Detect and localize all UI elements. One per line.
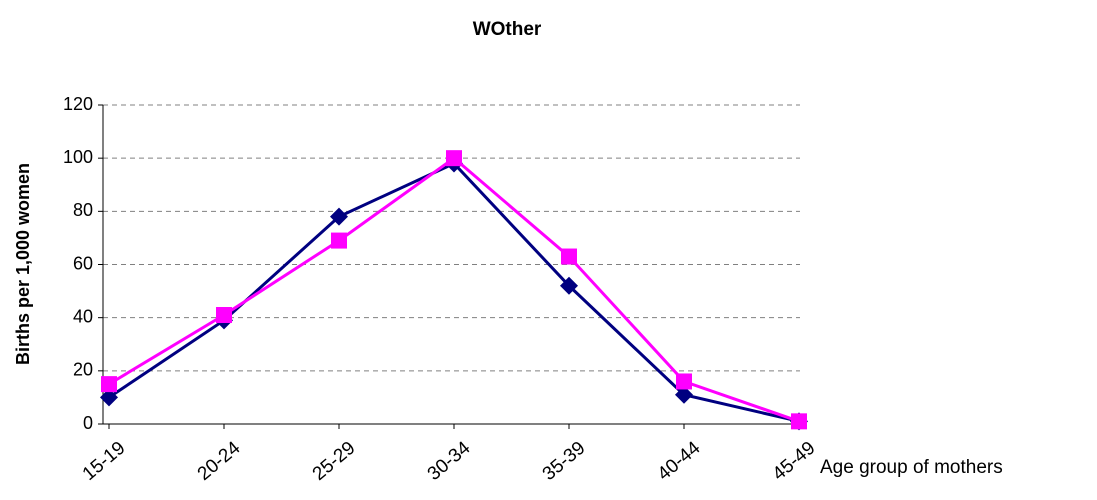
y-tick-label: 80 <box>73 200 93 220</box>
x-tick-label: 25-29 <box>309 438 360 485</box>
marker <box>446 150 462 167</box>
y-tick-label: 0 <box>83 413 93 433</box>
y-tick-label: 60 <box>73 253 93 273</box>
x-axis-label: Age group of mothers <box>820 457 1003 478</box>
x-tick-label: 40-44 <box>654 437 705 485</box>
x-tick-label: 20-24 <box>194 437 245 485</box>
x-tick-label: 30-34 <box>424 437 475 485</box>
marker <box>676 373 692 390</box>
marker <box>331 232 347 249</box>
series-line <box>108 161 800 423</box>
x-tick-label: 35-39 <box>539 438 590 485</box>
marker <box>216 307 232 324</box>
marker <box>675 385 693 404</box>
marker <box>791 413 807 430</box>
y-tick-label: 40 <box>73 306 93 326</box>
y-tick-label: 20 <box>73 360 93 380</box>
x-tick-label: 15-19 <box>79 438 130 485</box>
y-tick-label: 120 <box>63 94 93 114</box>
series-line <box>108 156 800 423</box>
marker <box>100 388 118 407</box>
marker <box>330 207 348 226</box>
marker <box>560 276 578 295</box>
x-tick-label: 45-49 <box>769 438 820 485</box>
marker <box>101 376 117 393</box>
chart-title: WOther <box>473 19 542 40</box>
y-tick-label: 100 <box>63 147 93 167</box>
y-axis-label: Births per 1,000 women <box>13 163 33 365</box>
marker <box>561 248 577 265</box>
